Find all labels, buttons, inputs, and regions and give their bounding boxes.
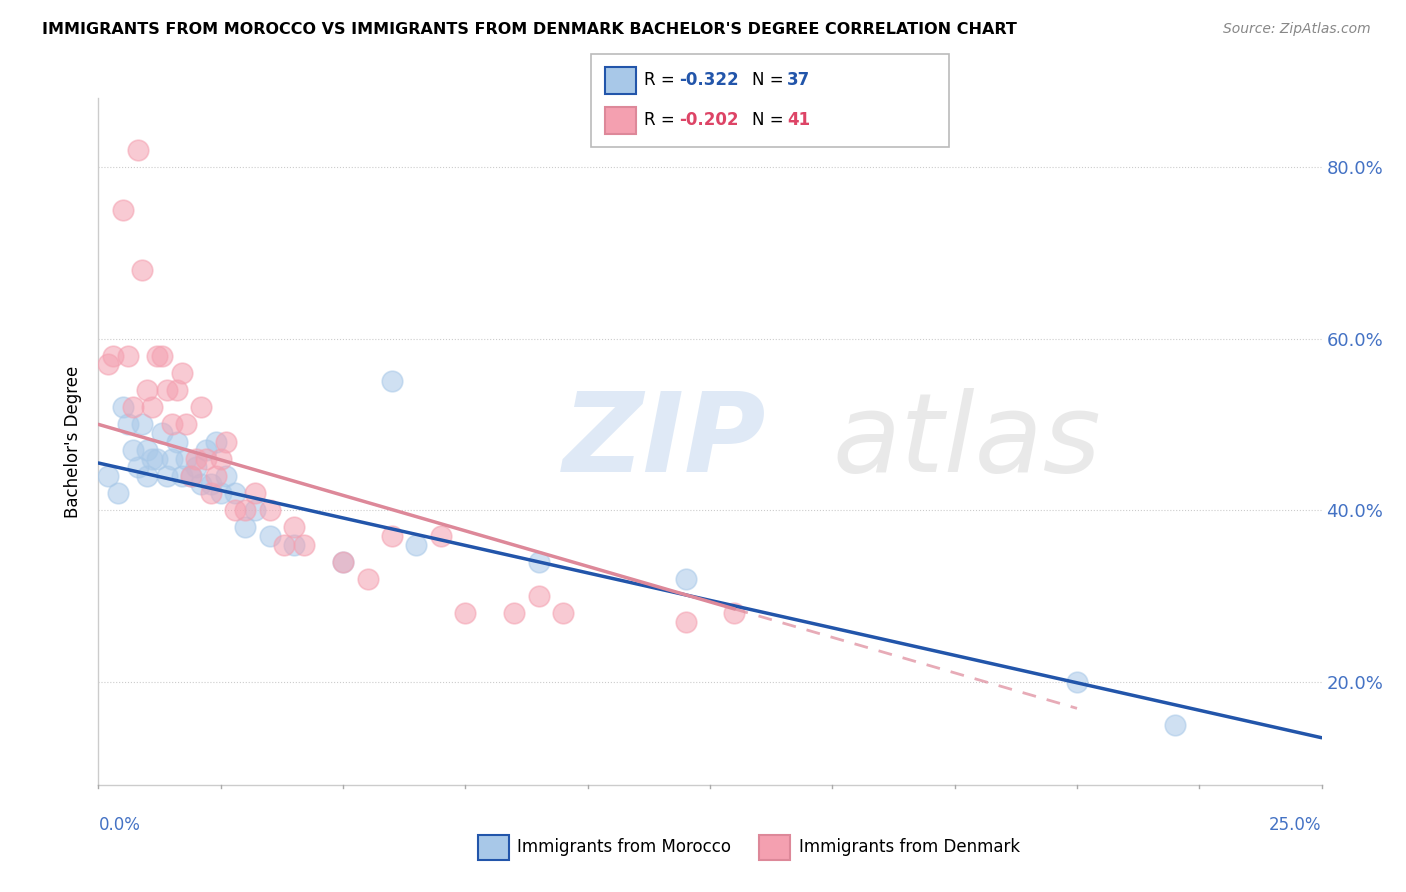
Point: [117, 417, 139, 432]
Point: [1066, 674, 1088, 689]
Text: Source: ZipAtlas.com: Source: ZipAtlas.com: [1223, 22, 1371, 37]
Point: [224, 486, 246, 500]
Point: [675, 572, 697, 586]
Point: [150, 349, 173, 363]
Point: [131, 417, 153, 432]
Point: [205, 434, 228, 449]
Point: [332, 555, 354, 569]
Point: [107, 486, 129, 500]
Point: [675, 615, 697, 629]
Point: [146, 451, 169, 466]
Point: [111, 202, 134, 217]
Point: [233, 520, 256, 534]
Point: [156, 383, 179, 397]
Point: [233, 503, 256, 517]
Point: [127, 143, 149, 157]
Point: [292, 537, 315, 551]
Point: [259, 503, 281, 517]
Point: [1164, 718, 1187, 732]
Text: IMMIGRANTS FROM MOROCCO VS IMMIGRANTS FROM DENMARK BACHELOR'S DEGREE CORRELATION: IMMIGRANTS FROM MOROCCO VS IMMIGRANTS FR…: [42, 22, 1017, 37]
Text: ZIP: ZIP: [564, 388, 766, 495]
Point: [503, 607, 526, 621]
Point: [141, 451, 163, 466]
Point: [170, 469, 193, 483]
Text: Immigrants from Morocco: Immigrants from Morocco: [517, 838, 731, 856]
Text: N =: N =: [752, 112, 789, 129]
Point: [97, 469, 120, 483]
Point: [176, 451, 198, 466]
Point: [356, 572, 378, 586]
Point: [186, 451, 208, 466]
Point: [111, 400, 134, 414]
Point: [180, 469, 202, 483]
Point: [430, 529, 453, 543]
Point: [283, 520, 305, 534]
Point: [160, 451, 183, 466]
Point: [381, 375, 404, 389]
Point: [224, 503, 246, 517]
Point: [190, 400, 212, 414]
Point: [205, 469, 228, 483]
Point: [723, 607, 745, 621]
Text: 41: 41: [787, 112, 810, 129]
Point: [180, 469, 202, 483]
Text: R =: R =: [644, 71, 681, 89]
Point: [273, 537, 295, 551]
Text: -0.322: -0.322: [679, 71, 738, 89]
Point: [405, 537, 427, 551]
Point: [170, 366, 193, 380]
Point: [200, 486, 222, 500]
Point: [150, 425, 173, 440]
Y-axis label: Bachelor's Degree: Bachelor's Degree: [65, 366, 83, 517]
Point: [381, 529, 404, 543]
Text: R =: R =: [644, 112, 681, 129]
Point: [160, 417, 183, 432]
Point: [176, 417, 198, 432]
Text: 37: 37: [787, 71, 811, 89]
Point: [121, 400, 143, 414]
Point: [195, 443, 218, 458]
Point: [101, 349, 124, 363]
Text: 25.0%: 25.0%: [1270, 816, 1322, 834]
Point: [214, 434, 236, 449]
Point: [97, 357, 120, 371]
Point: [146, 349, 169, 363]
Text: Immigrants from Denmark: Immigrants from Denmark: [799, 838, 1019, 856]
Point: [141, 400, 163, 414]
Point: [136, 443, 159, 458]
Point: [127, 460, 149, 475]
Point: [243, 486, 266, 500]
Text: atlas: atlas: [832, 388, 1101, 495]
Point: [131, 262, 153, 277]
Point: [117, 349, 139, 363]
Point: [527, 589, 550, 603]
Point: [209, 451, 232, 466]
Point: [259, 529, 281, 543]
Point: [136, 469, 159, 483]
Point: [200, 477, 222, 491]
Point: [156, 469, 179, 483]
Point: [195, 451, 218, 466]
Point: [166, 383, 188, 397]
Point: [283, 537, 305, 551]
Text: -0.202: -0.202: [679, 112, 738, 129]
Point: [243, 503, 266, 517]
Point: [209, 486, 232, 500]
Point: [332, 555, 354, 569]
Text: 0.0%: 0.0%: [98, 816, 141, 834]
Point: [136, 383, 159, 397]
Point: [454, 607, 477, 621]
Text: N =: N =: [752, 71, 789, 89]
Point: [214, 469, 236, 483]
Point: [121, 443, 143, 458]
Point: [553, 607, 575, 621]
Point: [190, 477, 212, 491]
Point: [186, 460, 208, 475]
Point: [527, 555, 550, 569]
Point: [166, 434, 188, 449]
